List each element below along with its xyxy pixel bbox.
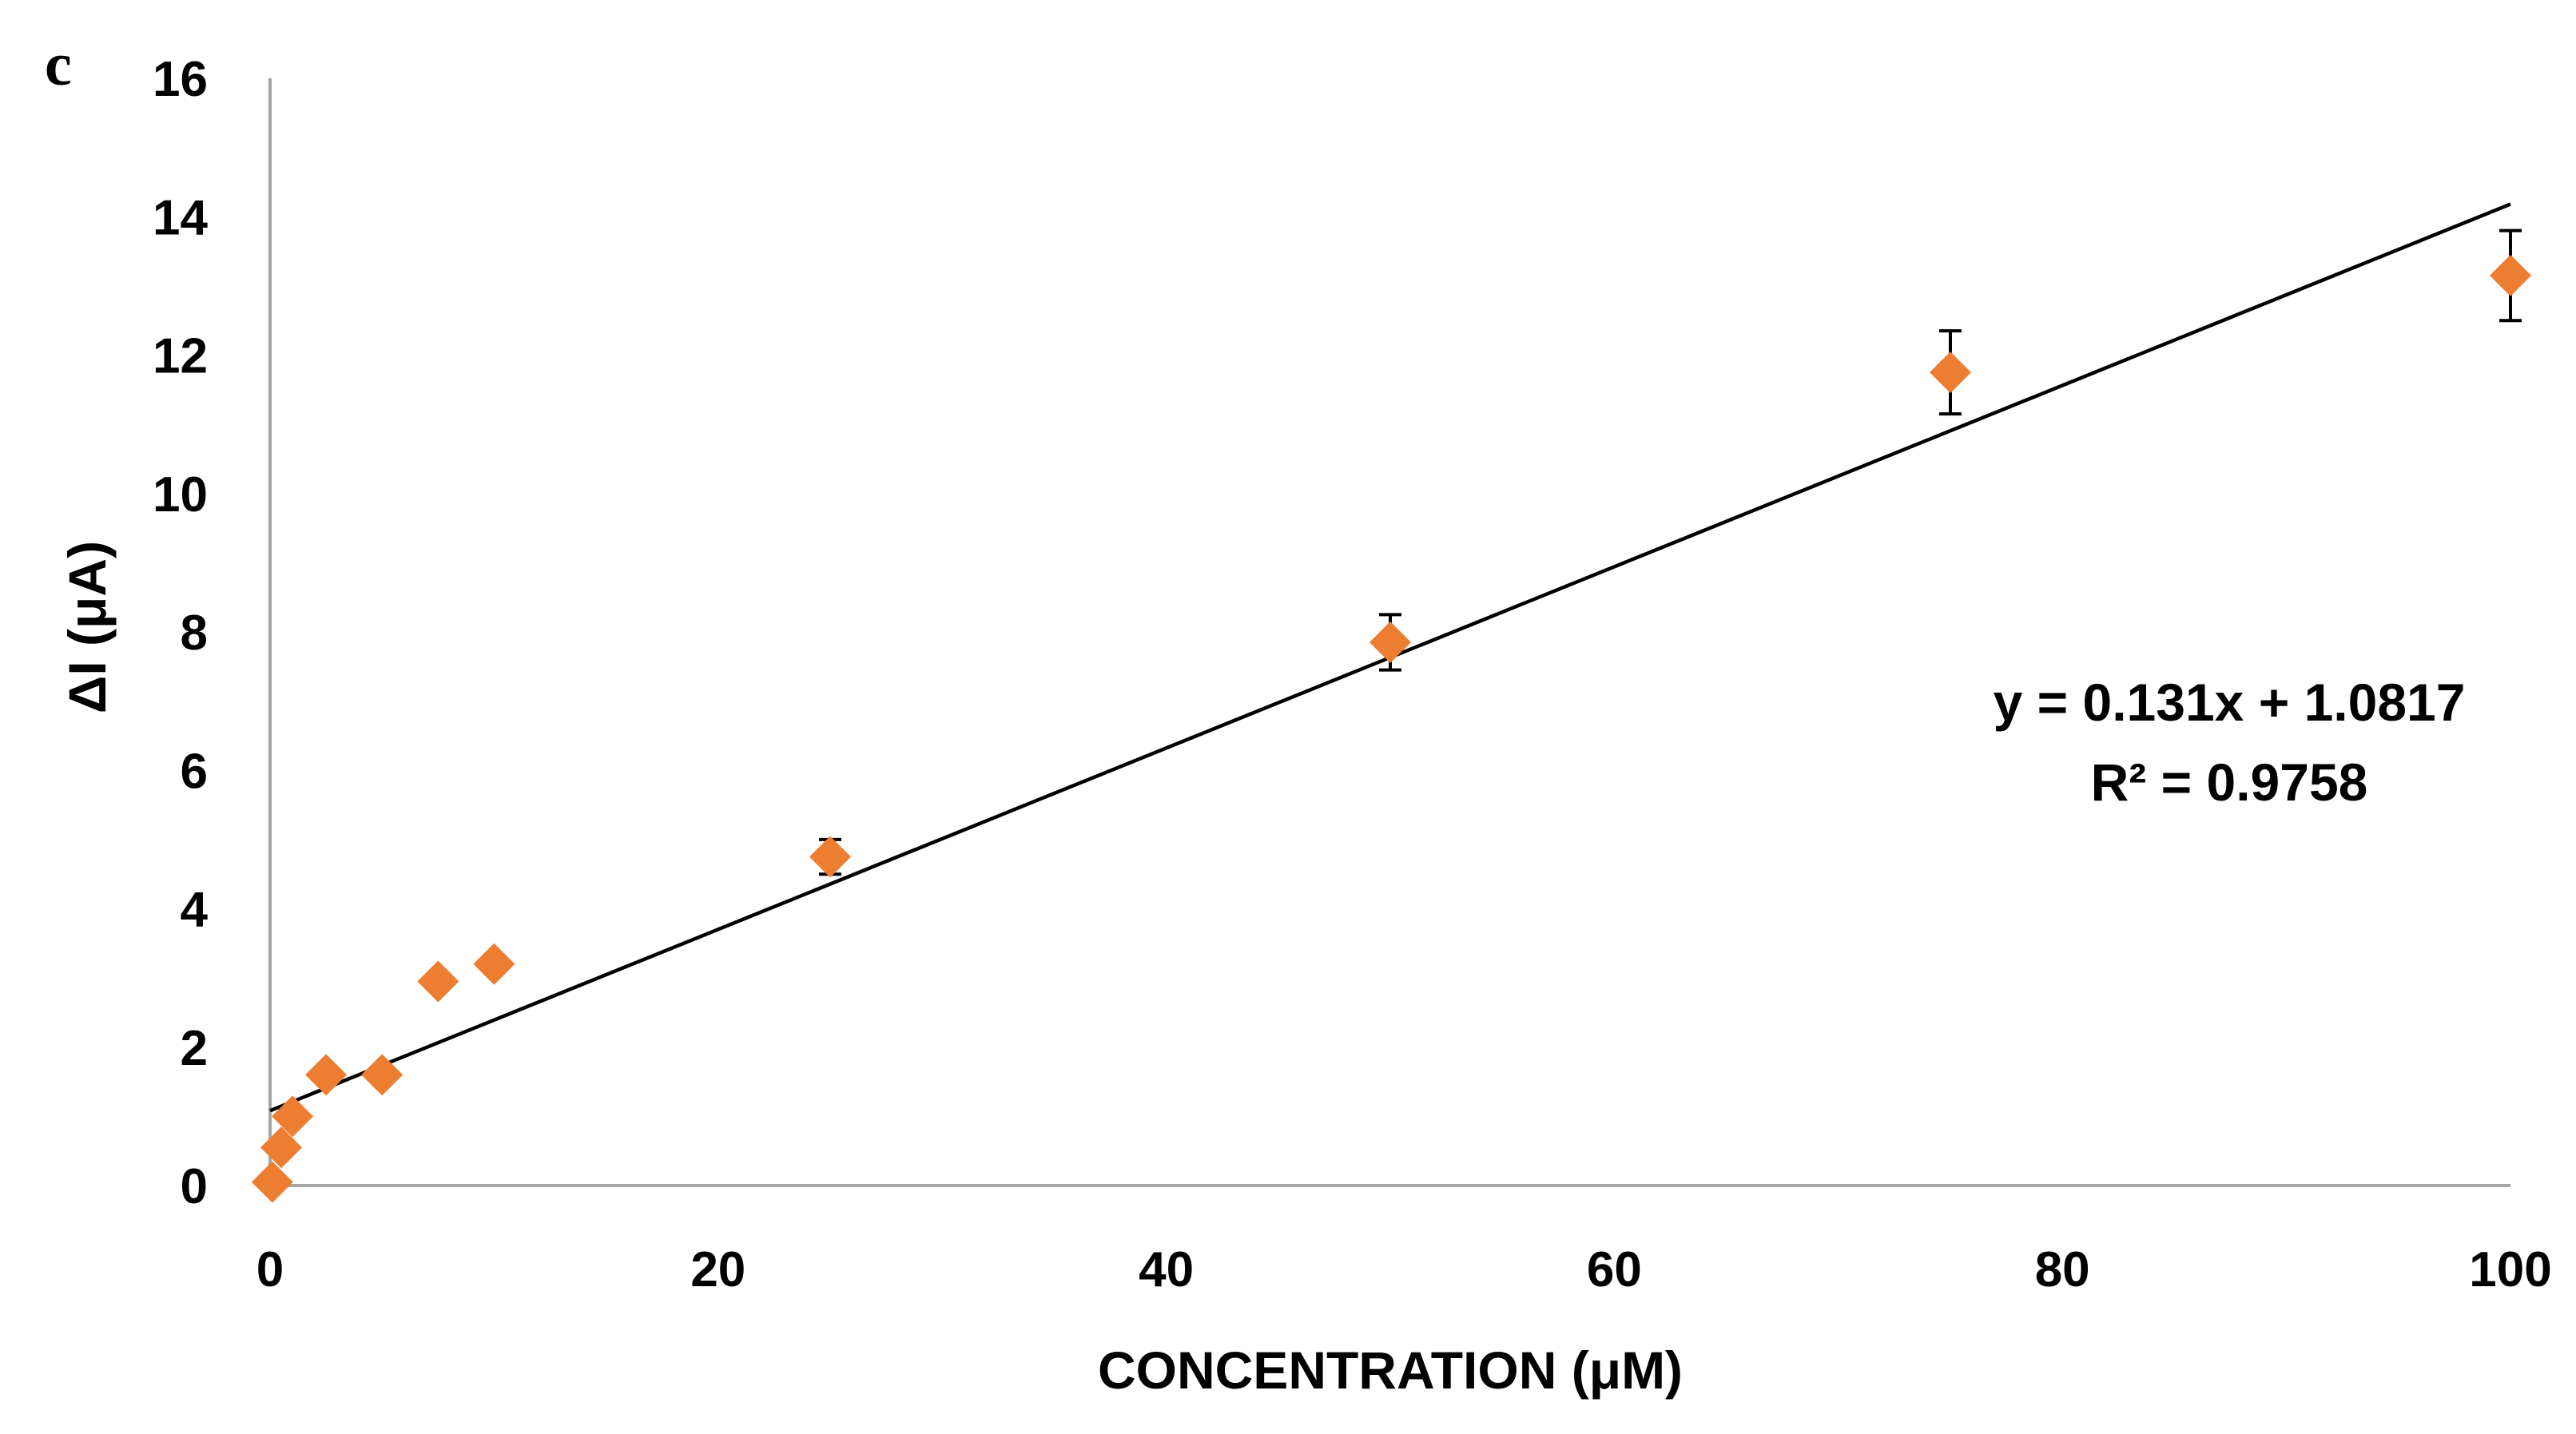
- y-tick-label: 2: [181, 1021, 208, 1076]
- y-axis-title: ΔI (μA): [58, 541, 117, 713]
- y-tick-label: 6: [181, 744, 208, 799]
- data-point: [260, 1126, 303, 1169]
- y-tick-label: 14: [153, 190, 208, 245]
- data-point: [809, 836, 851, 878]
- data-point: [251, 1161, 293, 1203]
- x-tick-label: 40: [1139, 1242, 1194, 1297]
- x-tick-label: 80: [2035, 1242, 2090, 1297]
- y-tick-label: 10: [153, 467, 208, 522]
- x-tick-label: 0: [256, 1242, 284, 1297]
- axes: [268, 78, 2510, 1187]
- x-tick-label: 60: [1587, 1242, 1642, 1297]
- y-tick-label: 8: [181, 606, 208, 661]
- data-point: [361, 1054, 403, 1096]
- y-tick-label: 16: [153, 52, 208, 107]
- x-axis-title: CONCENTRATION (μM): [1098, 1341, 1683, 1400]
- y-tick-label: 0: [181, 1159, 208, 1214]
- y-tick-labels: 0 2 4 6 8 10 12 14 16: [153, 52, 208, 1214]
- r-squared-label: R² = 0.9758: [2091, 753, 2368, 812]
- y-tick-label: 12: [153, 329, 208, 384]
- trendline-equation: y = 0.131x + 1.0817: [1994, 673, 2466, 732]
- x-tick-labels: 0 20 40 60 80 100: [256, 1242, 2552, 1297]
- x-tick-label: 100: [2469, 1242, 2551, 1297]
- data-point: [305, 1054, 348, 1096]
- data-point: [1369, 621, 1411, 663]
- data-point: [473, 943, 515, 985]
- data-points: [251, 254, 2531, 1203]
- data-point: [1930, 352, 1971, 394]
- data-point: [272, 1095, 314, 1138]
- panel-label: c: [45, 31, 72, 98]
- data-point: [2490, 254, 2531, 296]
- y-tick-label: 4: [181, 883, 209, 938]
- x-tick-label: 20: [690, 1242, 745, 1297]
- data-point: [417, 960, 459, 1003]
